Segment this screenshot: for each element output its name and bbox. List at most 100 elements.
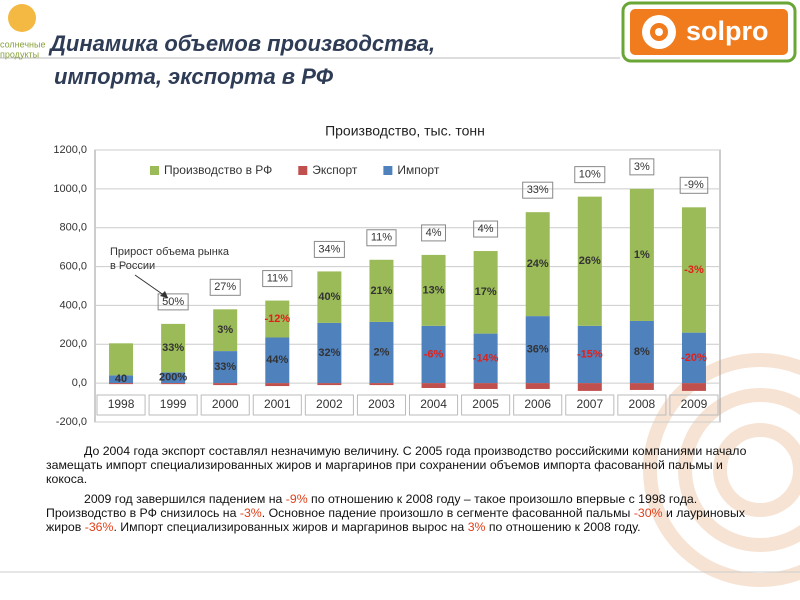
bar-annotation: 3% [217, 324, 233, 336]
text-run: -3% [239, 506, 262, 520]
bar-segment [109, 383, 134, 385]
legend-swatch [383, 166, 393, 175]
bar-segment [213, 351, 238, 384]
bar-annotation: -14% [473, 352, 499, 364]
growth-label: 50% [162, 296, 184, 308]
title: импорта, экспорта в РФ [54, 64, 334, 89]
bar-segment [681, 207, 706, 333]
x-tick-label: 2004 [420, 397, 447, 411]
x-label-box [148, 394, 198, 416]
bar-segment [317, 271, 342, 323]
brand: solpro [686, 16, 769, 46]
bar-segment [213, 309, 238, 352]
bar-annotation: -3% [684, 264, 704, 276]
logo-text: солнечные [0, 39, 45, 49]
bar-annotation: 13% [423, 284, 445, 296]
bar-annotation: -12% [264, 313, 290, 325]
growth-box [209, 278, 241, 296]
y-tick-label: 600,0 [59, 260, 87, 272]
y-tick-label: -200,0 [56, 416, 87, 428]
bar-segment [629, 383, 654, 390]
bar-segment [421, 383, 446, 388]
growth-box [679, 176, 709, 194]
bar-annotation: 33% [162, 342, 184, 354]
text-run: 2009 год завершился падением на [84, 492, 286, 506]
bar-segment [577, 383, 602, 391]
bar-segment [109, 343, 134, 376]
text-run: До 2004 года экспорт составлял незначиму… [46, 444, 747, 486]
x-tick-label: 2006 [524, 397, 551, 411]
bar-annotation: -20% [681, 352, 707, 364]
bar-segment [369, 259, 394, 322]
x-label-box [513, 394, 563, 416]
bar-annotation: 44% [266, 354, 288, 366]
bar-annotation: 200% [159, 372, 187, 384]
growth-box [421, 224, 446, 242]
arrow-head [160, 291, 168, 298]
bar-annotation: 21% [370, 285, 392, 297]
x-label-box [669, 394, 719, 416]
growth-label: 3% [634, 161, 650, 173]
bar-segment [421, 325, 446, 384]
bar-annotation: 40 [115, 373, 127, 385]
x-label-box [96, 394, 146, 416]
legend-swatch [150, 166, 159, 175]
text-run: -36% [84, 520, 114, 534]
bar-segment [161, 372, 186, 384]
bar-segment [161, 383, 186, 385]
x-label-box [461, 394, 511, 416]
growth-box [629, 158, 655, 176]
body-text: До 2004 года экспорт составлял незначиму… [46, 444, 752, 540]
growth-label: 33% [527, 184, 549, 196]
x-tick-label: 1999 [160, 397, 187, 411]
x-tick-label: 2008 [629, 397, 656, 411]
bar-annotation: -6% [424, 348, 444, 360]
paragraph: До 2004 года экспорт составлял незначиму… [46, 444, 752, 486]
bar-annotation: 24% [527, 258, 549, 270]
bar-segment [681, 383, 706, 391]
text-run: 3% [467, 520, 486, 534]
logo-text: продукты [0, 49, 39, 59]
text-run: по отношению к 2008 году – такое произош… [46, 492, 698, 520]
text-run: и лауриновых жиров [46, 506, 745, 534]
bar-annotation: 1% [634, 249, 650, 261]
growth-box [366, 229, 397, 247]
growth-label: 11% [267, 272, 288, 284]
y-tick-label: 1000,0 [53, 183, 87, 195]
x-label-box [200, 394, 250, 416]
growth-box [313, 240, 345, 258]
bar-segment [577, 196, 602, 326]
x-tick-label: 2001 [264, 397, 291, 411]
left-logo: солнечные продукты [0, 4, 45, 59]
growth-box [522, 181, 554, 199]
y-tick-label: 200,0 [59, 338, 87, 350]
x-label-box [565, 394, 615, 416]
legend-swatch [298, 166, 308, 175]
bar-segment [577, 325, 602, 384]
growth-label: 10% [579, 169, 601, 181]
legend-label: Производство в РФ [164, 163, 272, 177]
title: Динамика объемов производства, [48, 31, 435, 56]
growth-label: 34% [318, 243, 340, 255]
growth-label: 11% [371, 232, 392, 244]
x-tick-label: 2003 [368, 397, 395, 411]
bar-annotation: 17% [475, 286, 497, 298]
bar-segment [213, 383, 238, 386]
bar-segment [317, 383, 342, 386]
bar-segment [265, 383, 290, 387]
bar-annotation: -15% [577, 348, 603, 360]
bar-segment [265, 337, 290, 384]
chart-title: Производство, тыс. тонн [325, 123, 485, 139]
x-tick-label: 2007 [576, 397, 603, 411]
bar-segment [629, 188, 654, 321]
x-tick-label: 2002 [316, 397, 343, 411]
bar-segment [681, 332, 706, 384]
x-tick-label: 2000 [212, 397, 239, 411]
bar-annotation: 40% [318, 291, 340, 303]
bar-segment [369, 383, 394, 386]
growth-label: 27% [214, 281, 236, 293]
bar-segment [317, 322, 342, 384]
bar-segment [473, 333, 498, 384]
bar-segment [369, 321, 394, 384]
callout: в России [110, 260, 155, 272]
